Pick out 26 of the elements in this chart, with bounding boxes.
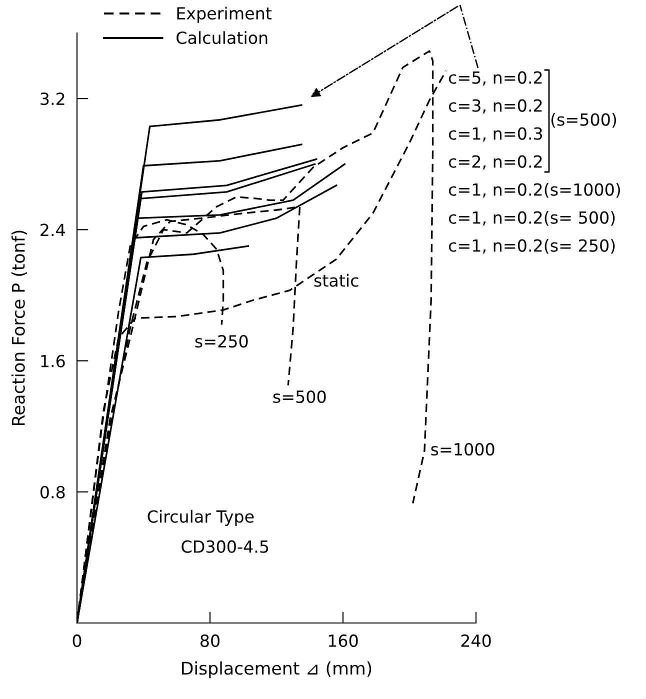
- text: c=1, n=0.3: [448, 127, 542, 142]
- text: (s=500): [551, 112, 616, 128]
- annotation: CD300-4.5: [182, 540, 268, 553]
- x-axis-title: Displacement ⊿ (mm): [182, 661, 372, 678]
- text: c=5, n=0.2: [448, 71, 542, 86]
- y-tick-label: 2.4: [40, 224, 65, 236]
- text: c=1, n=0.2(s= 250): [448, 238, 615, 254]
- x-tick-label: 80: [200, 634, 220, 648]
- annotation: s=500: [273, 390, 326, 404]
- text: c=1, n=0.2(s= 500): [448, 210, 615, 226]
- annotation: Calculation: [176, 31, 268, 44]
- x-tick-label: 0: [72, 634, 82, 648]
- y-axis-title: Reaction Force P (tonf): [11, 230, 27, 426]
- y-tick-label: 3.2: [40, 92, 64, 106]
- annotation: static: [314, 274, 358, 287]
- text: c=1, n=0.2(s=1000): [448, 182, 620, 198]
- annotation: s=250: [195, 334, 248, 348]
- text: Experiment: [177, 6, 272, 23]
- annotation: s=1000: [431, 442, 494, 456]
- y-tick-label: 1.6: [41, 354, 65, 368]
- x-tick-label: 160: [328, 634, 358, 648]
- text: c=3, n=0.2: [448, 99, 542, 114]
- y-tick-label: 0.8: [40, 486, 65, 498]
- x-tick-label: 240: [461, 634, 491, 648]
- text: c=2, n=0.2: [448, 155, 542, 170]
- annotation: Circular Type: [148, 510, 254, 526]
